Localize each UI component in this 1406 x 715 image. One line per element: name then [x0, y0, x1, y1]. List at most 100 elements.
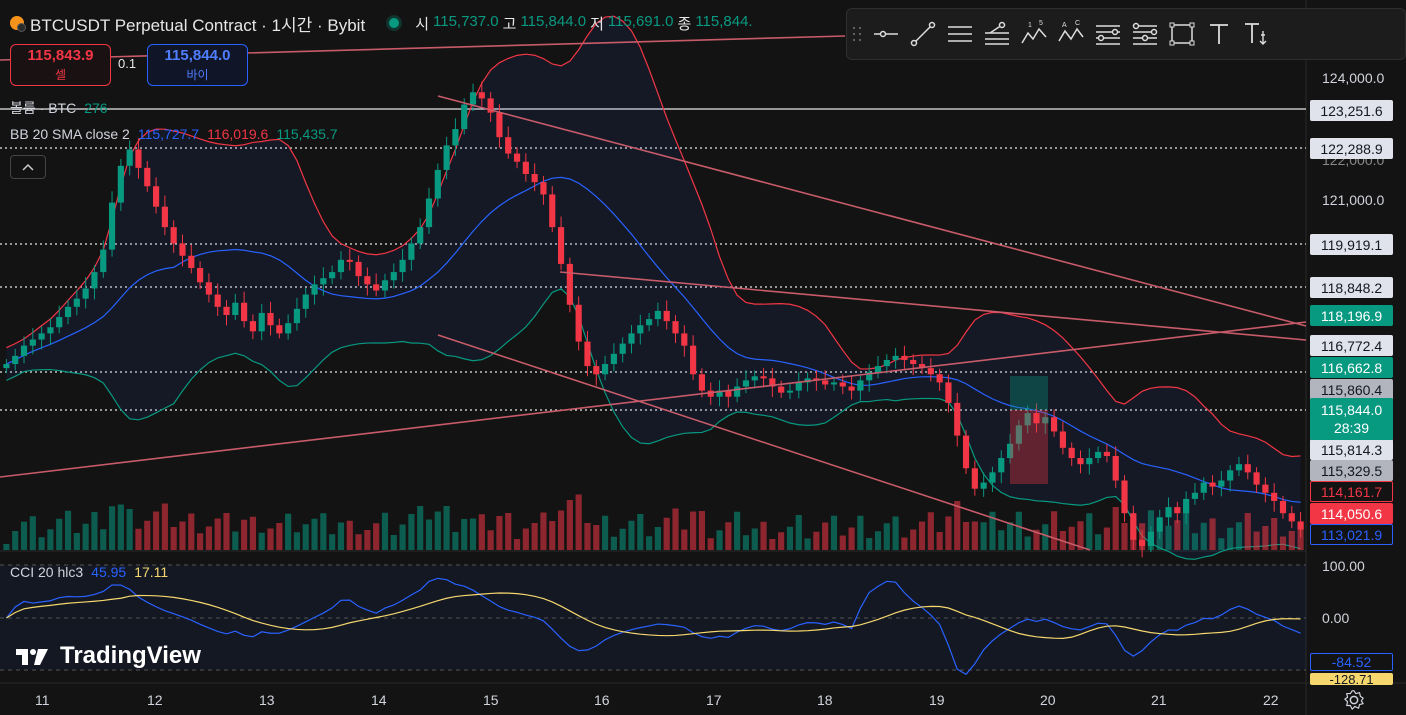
parallel-channel-tool[interactable] — [941, 14, 978, 54]
cci-legend[interactable]: CCI 20 hlc3 45.95 17.11 — [10, 564, 168, 580]
symbol-title[interactable]: BTCUSDT Perpetual Contract · 1시간 · Bybit — [30, 15, 366, 35]
drag-handle-icon[interactable] — [853, 19, 867, 49]
volume-bar — [12, 531, 19, 550]
anchored-text-tool[interactable] — [1237, 14, 1274, 54]
rectangle-tool[interactable] — [1163, 14, 1200, 54]
volume-bar — [1156, 531, 1163, 550]
buy-button[interactable]: 115,844.0 바이 — [147, 44, 248, 86]
candle-body — [646, 319, 653, 326]
buy-label: 바이 — [186, 68, 209, 82]
volume-bar — [276, 523, 283, 550]
volume-bar — [786, 526, 794, 550]
candle-body — [434, 169, 441, 199]
volume-bar — [179, 521, 186, 550]
symbol-header[interactable]: BTCUSDT Perpetual Contract · 1시간 · Bybit… — [10, 12, 753, 35]
candle-body — [346, 259, 353, 262]
volume-bar — [496, 516, 503, 550]
volume-bar — [425, 519, 433, 550]
candle-body — [135, 149, 142, 168]
candle-body — [100, 249, 107, 273]
volume-bar — [293, 532, 301, 550]
tradingview-logo-icon — [16, 649, 48, 665]
cci-line — [5, 577, 1301, 676]
volume-bar — [144, 520, 151, 550]
volume-bar — [1288, 531, 1295, 550]
fib-extension-tool[interactable] — [1126, 14, 1163, 54]
volume-bar — [469, 518, 477, 550]
candle-body — [1165, 507, 1172, 518]
candle-body — [1288, 513, 1295, 522]
pitchfork-tool[interactable] — [978, 14, 1015, 54]
candle-body — [971, 468, 978, 489]
horizontal-ray-tool[interactable] — [867, 14, 904, 54]
candle-body — [1103, 451, 1110, 456]
text-tool[interactable] — [1200, 14, 1237, 54]
volume-bar — [1200, 522, 1207, 550]
candle-body — [848, 386, 855, 391]
candle-body — [47, 327, 54, 334]
candle-body — [1006, 443, 1014, 459]
volume-bar — [443, 506, 450, 550]
candle-body — [998, 458, 1005, 473]
candle-body — [443, 145, 450, 170]
volume-legend[interactable]: 볼륨 · BTC 276 — [10, 98, 108, 118]
ohlc-low-label: 저 — [590, 15, 604, 33]
candle-body — [1015, 425, 1022, 444]
volume-bar — [927, 512, 934, 550]
chevron-up-icon — [22, 163, 34, 171]
candle-body — [918, 364, 926, 369]
volume-bar — [302, 524, 309, 550]
volume-bar — [337, 522, 345, 550]
volume-bar — [505, 513, 512, 550]
volume-bar — [980, 522, 987, 550]
volume-bar — [1279, 536, 1287, 550]
candle-body — [56, 317, 63, 328]
volume-bar — [1218, 538, 1225, 550]
candle-body — [214, 294, 221, 307]
volume-bar — [892, 516, 899, 550]
candle-body — [1130, 513, 1137, 540]
volume-bar — [434, 511, 441, 550]
candle-body — [364, 276, 371, 285]
volume-bar — [1103, 527, 1110, 550]
ohlc-open: 115,737.0 — [433, 12, 499, 30]
svg-text:1: 1 — [1028, 22, 1032, 29]
candle-body — [152, 186, 160, 207]
volume-bar — [830, 515, 838, 550]
candle-body — [1059, 431, 1066, 448]
candle-body — [945, 382, 952, 403]
order-quantity[interactable]: 0.1 — [118, 56, 137, 71]
volume-bar — [1209, 518, 1216, 550]
market-open-icon — [389, 18, 400, 28]
volume-bar — [619, 528, 626, 550]
candle-body — [355, 261, 362, 277]
volume-bar — [690, 511, 697, 550]
ohlc-close: 115,844. — [695, 12, 753, 30]
candle-body — [20, 345, 28, 356]
trend-line-tool[interactable] — [904, 14, 941, 54]
candle-body — [830, 382, 838, 385]
bb-legend[interactable]: BB 20 SMA close 2 115,727.7 116,019.6 11… — [10, 126, 338, 142]
candle-body — [417, 227, 424, 244]
current-price: 115,844.0 — [1320, 402, 1383, 418]
volume-bar — [1042, 524, 1049, 550]
volume-bar — [3, 544, 10, 550]
volume-bar — [487, 530, 494, 550]
candle-body — [610, 353, 617, 365]
volume-bar — [205, 526, 212, 550]
btc-coin-icon — [10, 16, 26, 32]
candle-body — [329, 272, 336, 279]
time-tick: 18 — [817, 692, 833, 708]
collapse-legend-button[interactable] — [10, 155, 46, 179]
volume-bar — [901, 537, 908, 550]
fib-retracement-tool[interactable] — [1089, 14, 1126, 54]
sell-button[interactable]: 115,843.9 셀 — [10, 44, 111, 86]
settings-gear-icon[interactable] — [1343, 689, 1365, 711]
bb-basis-value: 115,727.7 — [137, 126, 200, 142]
volume-bar — [373, 523, 380, 550]
candle-body — [628, 333, 635, 344]
